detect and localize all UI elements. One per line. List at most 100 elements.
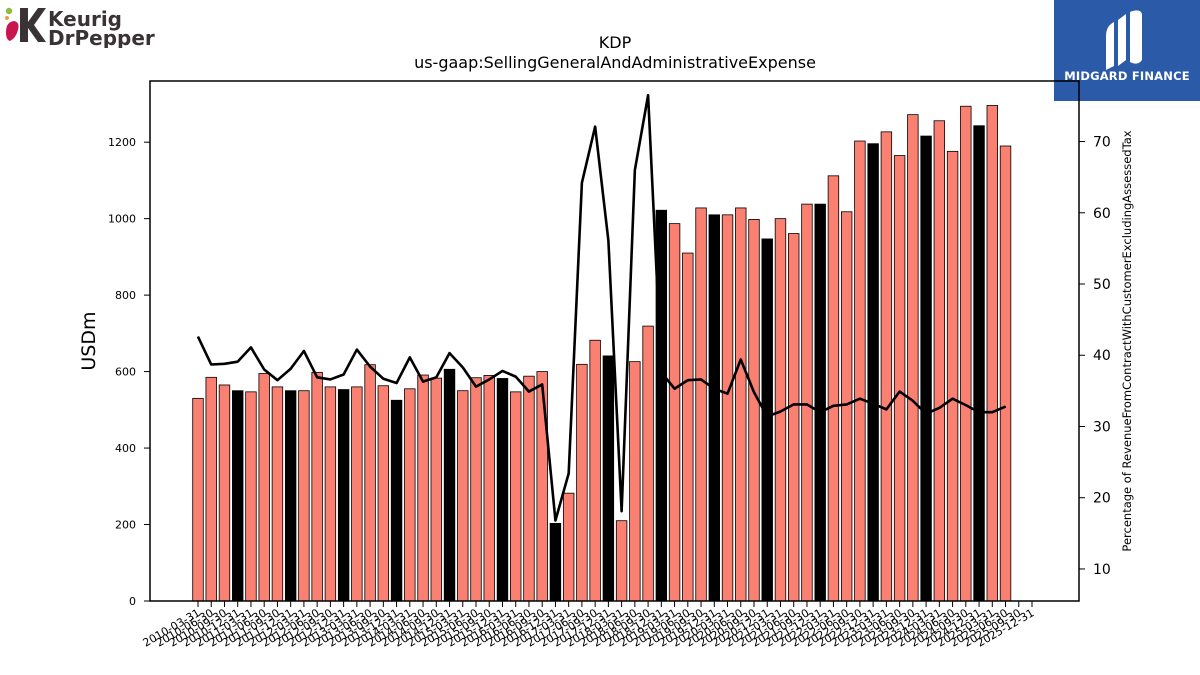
line-point-2017-09-30 (594, 126, 596, 128)
bar-2015-12-31 (496, 378, 509, 602)
line-point-2022-06-30 (846, 403, 848, 405)
bar-2022-12-31 (867, 143, 879, 602)
line-point-2013-03-31 (356, 349, 358, 351)
line-point-2015-12-31 (501, 370, 503, 372)
logo-heart-shape (6, 21, 19, 41)
line-point-2023-12-31 (925, 413, 927, 415)
line-point-2014-06-30 (422, 381, 424, 383)
logo-dot-orange (5, 16, 9, 20)
bar-2016-12-31 (549, 522, 562, 602)
line-point-2018-09-30 (647, 94, 649, 96)
line-point-2010-12-31 (237, 361, 239, 363)
percentage-line (196, 93, 1007, 522)
line-point-2016-12-31 (554, 520, 556, 522)
chart-subtitle: us-gaap:SellingGeneralAndAdministrativeE… (414, 53, 816, 72)
y-tick-label-400: 400 (115, 442, 136, 455)
line-point-2018-12-31 (660, 371, 662, 373)
bar-2016-09-30 (536, 371, 548, 602)
bar-2018-06-30 (629, 361, 641, 602)
line-point-2014-12-31 (449, 352, 451, 354)
line-point-2012-09-30 (329, 378, 331, 380)
line-point-2021-06-30 (793, 403, 795, 405)
bar-2015-09-30 (483, 375, 495, 602)
line-point-2021-09-30 (806, 403, 808, 405)
y-tick-label-0: 0 (129, 595, 136, 608)
bar-2019-03-31 (668, 223, 681, 602)
line-point-2018-06-30 (634, 169, 636, 171)
bar-2019-12-31 (708, 214, 720, 602)
y2-tick-label-10: 10 (1093, 562, 1111, 578)
bar-2024-12-31 (973, 125, 985, 602)
line-point-2020-12-31 (766, 416, 768, 418)
logo-k-shape (20, 8, 46, 42)
line-point-2019-03-31 (674, 388, 676, 390)
emblem-middle-stroke (1118, 14, 1126, 66)
keurig-dr-pepper-logo: Keurig DrPepper (4, 4, 164, 50)
y-axis-label: USDm (78, 311, 100, 370)
y2-tick-label-60: 60 (1093, 206, 1111, 222)
bar-2024-03-31 (933, 120, 946, 602)
logo-text-keurig: Keurig (48, 7, 122, 31)
line-point-2024-12-31 (978, 411, 980, 413)
bar-2013-09-30 (377, 385, 390, 602)
line-point-2024-09-30 (965, 404, 967, 406)
line-point-2016-06-30 (528, 391, 530, 393)
bar-2014-06-30 (417, 374, 429, 602)
line-point-2015-03-31 (462, 366, 464, 368)
bar-2021-12-31 (814, 203, 826, 602)
percentage-line-series (196, 93, 1007, 522)
bar-2016-03-31 (510, 391, 522, 602)
line-point-2013-06-30 (369, 366, 371, 368)
line-point-2024-03-31 (938, 407, 940, 409)
line-point-2011-09-30 (276, 379, 278, 381)
line-point-2020-03-31 (727, 393, 729, 395)
logo-dot-green (5, 7, 13, 15)
midgard-finance-emblem (1106, 10, 1142, 70)
bar-2013-06-30 (364, 364, 376, 602)
line-point-2017-03-31 (568, 472, 570, 474)
line-point-2012-03-31 (303, 350, 305, 352)
bar-2020-09-30 (748, 219, 760, 602)
x-axis: 2010-03-312010-06-302010-09-302010-12-31… (141, 601, 1037, 650)
chart-title: KDP (599, 33, 632, 52)
bar-2022-09-30 (854, 140, 866, 602)
bar-2018-09-30 (642, 325, 654, 602)
line-point-2025-06-30 (1005, 406, 1007, 408)
bar-2010-09-30 (218, 384, 231, 602)
bar-2018-03-31 (615, 520, 628, 602)
line-point-2017-06-30 (581, 182, 583, 184)
bar-2010-12-31 (232, 390, 244, 602)
bar-2020-12-31 (761, 238, 773, 602)
publisher-name: MIDGARD FINANCE (1064, 69, 1190, 83)
line-point-2010-09-30 (223, 363, 225, 365)
bar-2011-06-30 (258, 373, 270, 602)
line-point-2014-09-30 (435, 376, 437, 378)
line-point-2019-06-30 (687, 379, 689, 381)
bar-2011-09-30 (271, 386, 284, 602)
line-point-2020-09-30 (753, 391, 755, 393)
line-point-2013-12-31 (396, 382, 398, 384)
y-tick-label-600: 600 (115, 366, 136, 379)
bar-2021-06-30 (788, 233, 800, 602)
bar-2022-03-31 (827, 175, 840, 602)
line-point-2022-12-31 (872, 403, 874, 405)
line-point-2015-06-30 (475, 386, 477, 388)
plot-frame (149, 80, 1080, 602)
bar-2021-09-30 (801, 203, 813, 602)
bar-2014-12-31 (443, 368, 456, 602)
line-point-2021-12-31 (819, 411, 821, 413)
line-point-2020-06-30 (740, 359, 742, 361)
line-point-2023-06-30 (899, 391, 901, 393)
bar-2017-09-30 (589, 339, 601, 602)
y-tick-label-200: 200 (115, 519, 136, 532)
line-point-2016-09-30 (541, 383, 543, 385)
y-tick-label-800: 800 (115, 289, 136, 302)
line-point-2011-03-31 (250, 346, 252, 348)
y2-tick-label-20: 20 (1093, 491, 1111, 507)
line-point-2014-03-31 (409, 356, 411, 358)
bar-2023-06-30 (893, 155, 906, 602)
bar-2015-06-30 (470, 377, 482, 602)
bar-2012-03-31 (298, 390, 310, 602)
bar-2020-03-31 (721, 214, 734, 602)
